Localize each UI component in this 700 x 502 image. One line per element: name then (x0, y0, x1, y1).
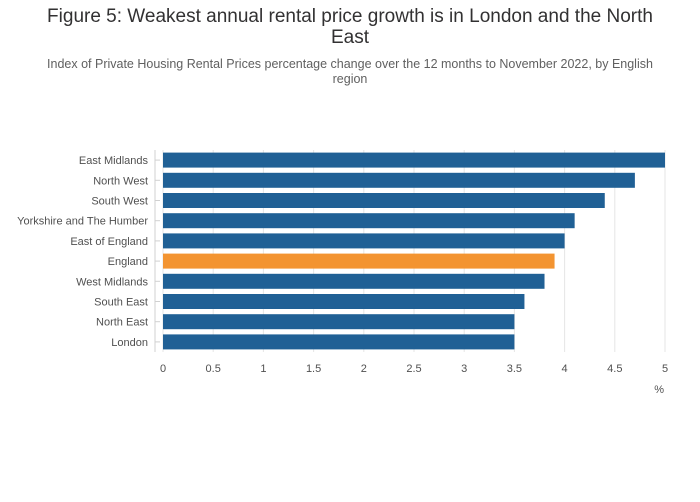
bar (163, 152, 665, 168)
bar (163, 213, 575, 229)
x-tick-labels: 0 0.5 1 1.5 2 2.5 3 3.5 4 4.5 5 (160, 363, 668, 375)
bars (163, 152, 665, 350)
bar (163, 334, 515, 350)
x-axis-unit-label: % (654, 384, 664, 396)
bar (163, 253, 555, 269)
category-labels: East Midlands North West South West Yorkshi… (17, 155, 148, 349)
x-tick-label: 4.5 (607, 363, 622, 375)
x-tick-label: 3 (461, 363, 467, 375)
x-tick-label: 0 (160, 363, 166, 375)
x-tick-label: 2.5 (406, 363, 421, 375)
bar (163, 233, 565, 249)
chart-subtitle: Index of Private Housing Rental Prices p… (47, 57, 653, 86)
x-tick-label: 5 (662, 363, 668, 375)
category-label: Yorkshire and The Humber (17, 216, 148, 228)
category-label: North West (93, 175, 148, 187)
bar (163, 273, 545, 289)
category-label: England (108, 256, 148, 268)
bar (163, 172, 635, 188)
bar (163, 314, 515, 330)
x-tick-label: 4 (562, 363, 568, 375)
x-tick-label: 3.5 (507, 363, 522, 375)
chart-title: Figure 5: Weakest annual rental price gr… (47, 6, 653, 48)
x-tick-label: 1.5 (306, 363, 321, 375)
category-label: East of England (70, 236, 148, 248)
bar (163, 294, 525, 309)
x-tick-label: 1 (260, 363, 266, 375)
category-label: West Midlands (76, 276, 148, 288)
bar (163, 193, 605, 208)
category-label: North East (96, 317, 148, 329)
category-label: East Midlands (79, 155, 149, 167)
category-label: South East (94, 297, 148, 309)
x-tick-label: 0.5 (206, 363, 221, 375)
category-label: London (111, 337, 148, 349)
x-tick-label: 2 (361, 363, 367, 375)
category-label: South West (91, 196, 148, 208)
